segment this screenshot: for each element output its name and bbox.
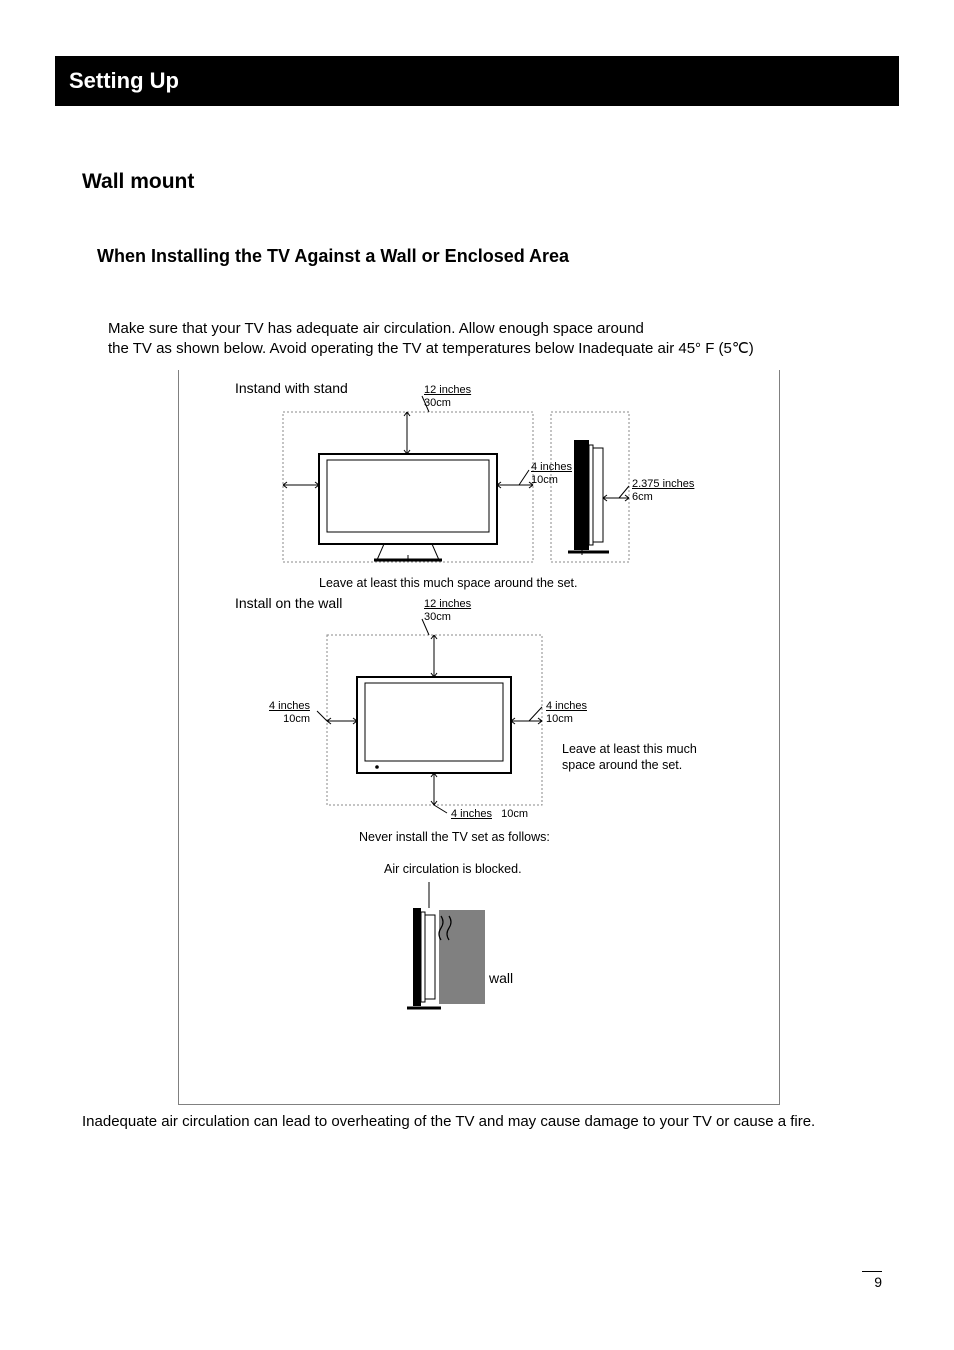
figure-container: Instand with stand [178,370,780,1105]
wall-label: wall [489,970,513,986]
p1-line1: Make sure that your TV has adequate air … [108,320,644,337]
fig1-side-dim: 4 inches 10cm [531,461,572,487]
fig1-side-in: 4 inches [531,461,572,473]
fig1-right-in: 2.375 inches [632,478,694,490]
air-blocked-text: Air circulation is blocked. [384,862,522,877]
fig1-top-cm: 30cm [424,397,451,409]
subheading-installing: When Installing the TV Against a Wall or… [97,246,569,267]
fig2-top-in: 12 inches [424,598,471,610]
fig1-right-dim: 2.375 inches 6cm [632,478,694,504]
heading-wall-mount: Wall mount [82,170,194,194]
body-paragraph: Make sure that your TV has adequate air … [108,319,754,360]
fig2-bottom-in: 4 inches [451,808,492,820]
fig2-ls1: Leave at least this much [562,742,697,756]
fig2-leave-space: Leave at least this much space around th… [562,741,697,774]
fig2-right-in: 4 inches [546,700,587,712]
fig2-top-dim: 12 inches 30cm [424,598,471,624]
page-number: 9 [862,1271,882,1290]
never-install-text: Never install the TV set as follows: [359,830,550,845]
fig2-right-dim: 4 inches 10cm [546,700,587,726]
fig1-side-cm: 10cm [531,474,558,486]
p1-line2: the TV as shown below. Avoid operating t… [108,340,754,357]
fig2-left-cm: 10cm [283,713,310,725]
fig1-top-in: 12 inches [424,384,471,396]
footer-paragraph: Inadequate air circulation can lead to o… [82,1112,894,1132]
fig2-ls2: space around the set. [562,758,682,772]
fig2-top-cm: 30cm [424,611,451,623]
fig1-caption: Leave at least this much space around th… [319,576,578,591]
section-banner: Setting Up [55,56,899,106]
fig1-right-cm: 6cm [632,491,653,503]
fig1-top-dim: 12 inches 30cm [424,384,471,410]
fig3-svg [399,882,599,1022]
fig2-right-cm: 10cm [546,713,573,725]
fig2-left-dim: 4 inches 10cm [269,700,310,726]
fig2-bottom-dim: 4 inches 10cm [451,808,528,821]
fig2-left-in: 4 inches [269,700,310,712]
fig2-bottom-cm: 10cm [501,808,528,820]
